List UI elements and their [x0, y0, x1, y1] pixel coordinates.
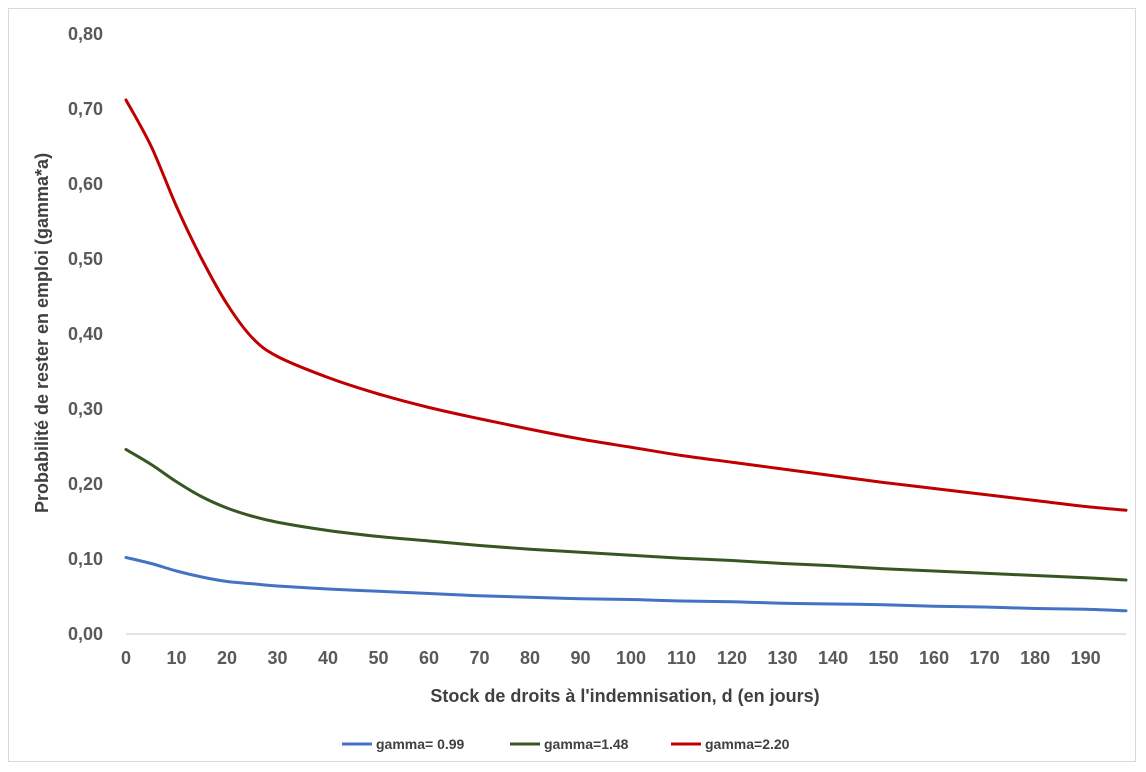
- x-tick-label: 150: [869, 648, 899, 668]
- x-tick-label: 10: [166, 648, 186, 668]
- x-tick-label: 110: [667, 648, 696, 668]
- x-tick-label: 140: [818, 648, 848, 668]
- legend-label-2: gamma=1.48: [544, 736, 629, 752]
- x-tick-label: 120: [717, 648, 747, 668]
- y-tick-label: 0,50: [68, 249, 103, 269]
- x-tick-label: 100: [616, 648, 646, 668]
- series-line-1: [126, 558, 1126, 611]
- x-tick-label: 160: [919, 648, 949, 668]
- y-axis: 0,00 0,10 0,20 0,30 0,40 0,50 0,60 0,70 0,80: [68, 24, 103, 644]
- x-tick-label: 90: [571, 648, 591, 668]
- series-line-3: [126, 100, 1126, 510]
- x-axis-title: Stock de droits à l'indemnisation, d (en…: [430, 686, 819, 706]
- y-tick-label: 0,40: [68, 324, 103, 344]
- y-tick-label: 0,30: [68, 399, 103, 419]
- x-tick-label: 130: [768, 648, 798, 668]
- x-tick-label: 60: [419, 648, 439, 668]
- legend: gamma= 0.99 gamma=1.48 gamma=2.20: [342, 736, 790, 752]
- y-axis-title: Probabilité de rester en emploi (gamma*a…: [32, 153, 52, 513]
- y-tick-label: 0,00: [68, 624, 103, 644]
- y-tick-label: 0,60: [68, 174, 103, 194]
- x-tick-label: 40: [318, 648, 338, 668]
- series-line-2: [126, 450, 1126, 581]
- legend-label-3: gamma=2.20: [705, 736, 790, 752]
- y-tick-label: 0,20: [68, 474, 103, 494]
- y-tick-label: 0,10: [68, 549, 103, 569]
- x-tick-label: 50: [369, 648, 389, 668]
- x-tick-label: 70: [470, 648, 490, 668]
- series-layer: [126, 100, 1126, 611]
- x-axis: 0 10 20 30 40 50 60 70 80 90 100 110 120 130 140 150 160…: [121, 634, 1126, 668]
- x-tick-label: 0: [121, 648, 131, 668]
- x-tick-label: 190: [1071, 648, 1101, 668]
- x-tick-label: 80: [520, 648, 540, 668]
- x-tick-label: 30: [267, 648, 287, 668]
- y-tick-label: 0,70: [68, 99, 103, 119]
- x-tick-label: 180: [1020, 648, 1050, 668]
- x-tick-label: 170: [970, 648, 1000, 668]
- y-tick-label: 0,80: [68, 24, 103, 44]
- legend-label-1: gamma= 0.99: [376, 736, 465, 752]
- x-tick-label: 20: [217, 648, 237, 668]
